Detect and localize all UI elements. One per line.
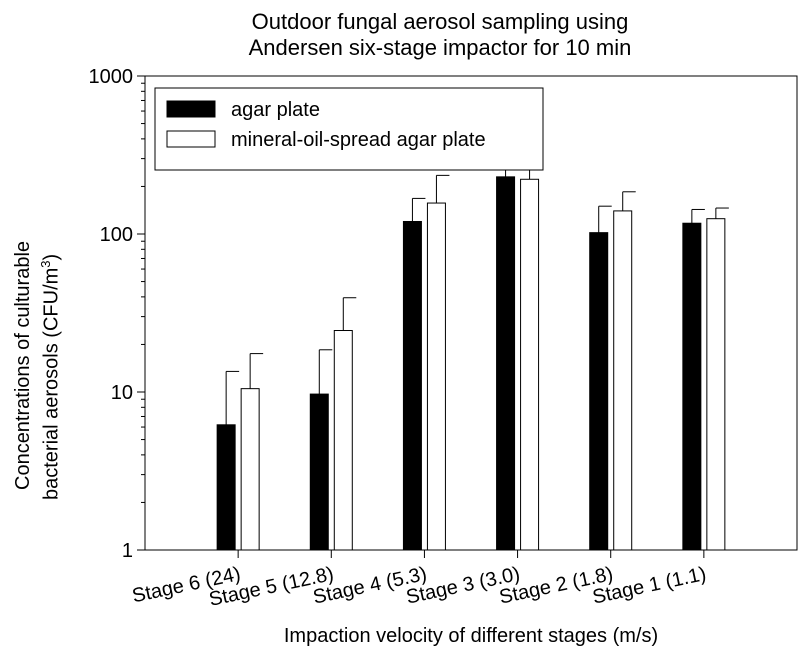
legend-label: agar plate: [231, 99, 320, 121]
y-axis-label: Concentrations of culturable bacterial a…: [12, 105, 82, 505]
bar-mineral-oil-spread-agar-plate: [613, 210, 633, 551]
chart-title-line-2: Andersen six-stage impactor for 10 min: [248, 35, 632, 60]
bar-mineral-oil-spread-agar-plate: [333, 330, 353, 551]
bar-mineral-oil-spread-agar-plate: [426, 202, 446, 551]
y-axis-label-superscript: 3: [38, 260, 53, 268]
bar-mineral-oil-spread-agar-plate: [240, 388, 260, 551]
legend-label: mineral-oil-spread agar plate: [231, 129, 486, 151]
y-tick-label: 1000: [89, 66, 134, 88]
bar-agar-plate: [682, 222, 702, 551]
plot-frame: [144, 75, 798, 551]
bar-agar-plate: [496, 176, 516, 551]
x-axis-label: Impaction velocity of different stages (…: [283, 625, 659, 647]
y-axis-label-text: bacterial aerosols (CFU/m: [40, 267, 63, 500]
bar-agar-plate: [402, 220, 422, 551]
legend-box: [154, 87, 544, 171]
bar-mineral-oil-spread-agar-plate: [706, 218, 726, 551]
legend-swatch: [166, 130, 216, 148]
y-tick-label: 10: [111, 382, 133, 404]
bar-agar-plate: [589, 232, 609, 551]
bar-mineral-oil-spread-agar-plate: [520, 178, 540, 551]
legend-swatch: [166, 100, 216, 118]
chart-title-line-1: Outdoor fungal aerosol sampling using: [251, 9, 629, 34]
bar-agar-plate: [309, 393, 329, 551]
y-axis-label-line-2: bacterial aerosols (CFU/m3): [38, 254, 64, 500]
y-axis-label-close: ): [40, 253, 63, 261]
y-tick-label: 100: [100, 224, 133, 246]
bar-agar-plate: [216, 424, 236, 551]
y-tick-label: 1: [122, 540, 133, 562]
y-axis-label-line-1: Concentrations of culturable: [12, 240, 34, 490]
